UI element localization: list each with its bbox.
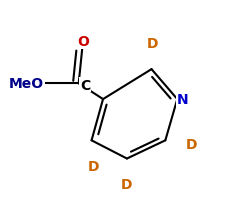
Text: D: D	[88, 159, 100, 173]
Text: D: D	[121, 177, 133, 192]
Text: C: C	[80, 78, 90, 92]
Text: N: N	[177, 93, 189, 107]
Text: MeO: MeO	[9, 77, 44, 91]
Text: D: D	[147, 37, 158, 51]
Text: D: D	[185, 137, 197, 151]
Text: O: O	[77, 35, 89, 49]
